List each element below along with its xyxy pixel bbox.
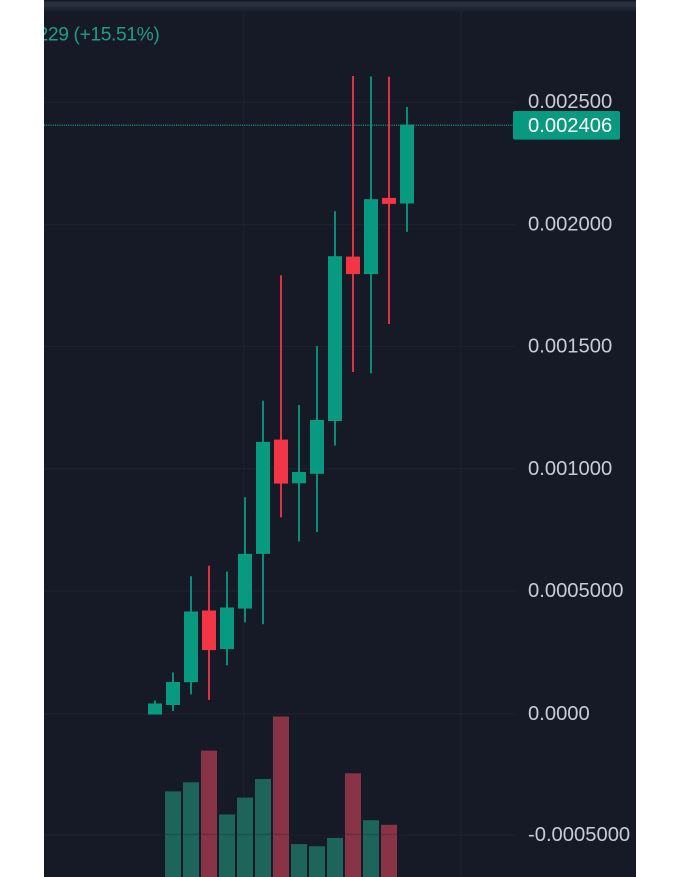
svg-text:0.002500: 0.002500: [528, 91, 612, 113]
svg-text:-0.0005000: -0.0005000: [528, 824, 630, 846]
svg-text:0.001500: 0.001500: [528, 336, 612, 358]
svg-text:0.002406: 0.002406: [528, 115, 612, 137]
svg-text:229 (+15.51%): 229 (+15.51%): [38, 25, 160, 46]
svg-text:0.002000: 0.002000: [528, 214, 612, 236]
svg-text:0.0000: 0.0000: [528, 703, 590, 725]
svg-text:0.0005000: 0.0005000: [528, 580, 623, 602]
svg-text:0.001000: 0.001000: [528, 458, 612, 480]
